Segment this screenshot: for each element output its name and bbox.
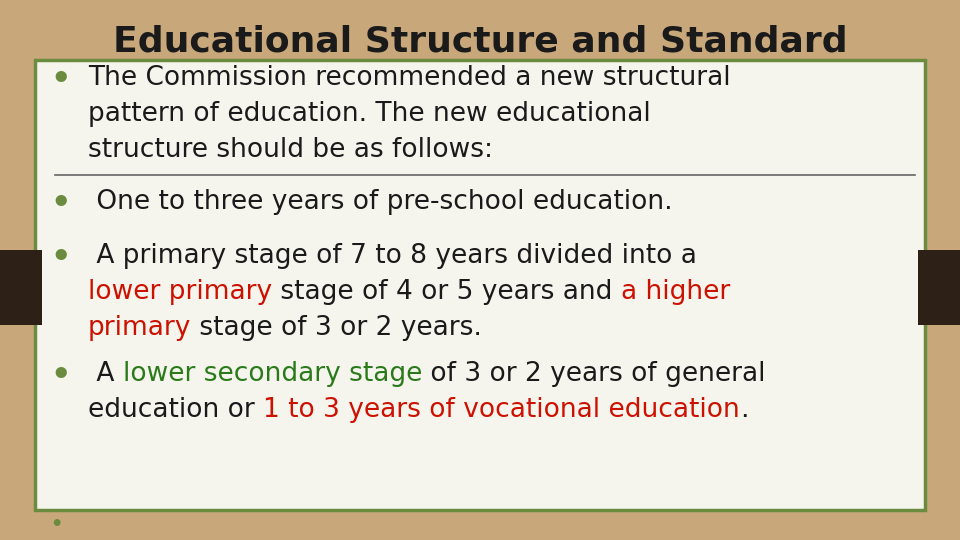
Text: •: •: [50, 243, 70, 274]
Text: One to three years of pre-school education.: One to three years of pre-school educati…: [88, 189, 673, 215]
Text: a higher: a higher: [621, 279, 731, 305]
FancyBboxPatch shape: [0, 250, 42, 325]
Text: primary: primary: [88, 315, 191, 341]
Text: stage of 4 or 5 years and: stage of 4 or 5 years and: [272, 279, 621, 305]
Text: •: •: [50, 361, 70, 392]
Text: lower primary: lower primary: [88, 279, 272, 305]
Text: •: •: [50, 189, 70, 220]
Text: structure should be as follows:: structure should be as follows:: [88, 137, 493, 163]
Text: stage of 3 or 2 years.: stage of 3 or 2 years.: [191, 315, 482, 341]
Text: •: •: [50, 515, 62, 534]
Text: education or: education or: [88, 397, 263, 423]
Text: lower secondary stage: lower secondary stage: [123, 361, 422, 387]
Text: Educational Structure and Standard: Educational Structure and Standard: [112, 25, 848, 59]
Text: pattern of education. The new educational: pattern of education. The new educationa…: [88, 101, 651, 127]
FancyBboxPatch shape: [918, 250, 960, 325]
Text: •: •: [50, 65, 70, 96]
Text: A primary stage of 7 to 8 years divided into a: A primary stage of 7 to 8 years divided …: [88, 243, 697, 269]
Text: of 3 or 2 years of general: of 3 or 2 years of general: [422, 361, 766, 387]
Text: A: A: [88, 361, 123, 387]
Text: The Commission recommended a new structural: The Commission recommended a new structu…: [88, 65, 731, 91]
FancyBboxPatch shape: [35, 60, 925, 510]
Text: .: .: [740, 397, 749, 423]
Text: 1 to 3 years of vocational education: 1 to 3 years of vocational education: [263, 397, 740, 423]
